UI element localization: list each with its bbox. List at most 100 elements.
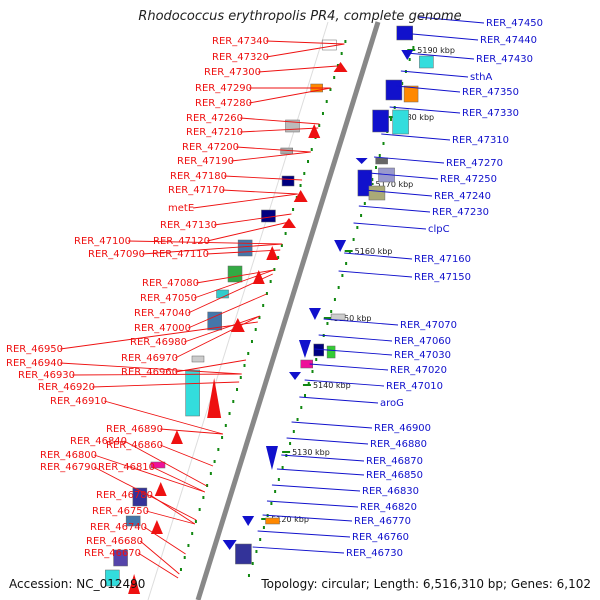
right-gene-label: RER_46880 xyxy=(370,439,427,450)
left-gene-label: metE xyxy=(168,203,194,214)
left-gene-label: RER_47080 xyxy=(142,278,199,289)
kbp-label: 5130 kbp xyxy=(292,448,330,457)
track-tick xyxy=(209,472,212,475)
kbp-label: 5120 kbp xyxy=(271,515,309,524)
right-gene-label: RER_47250 xyxy=(440,174,497,185)
right-gene-label: RER_46870 xyxy=(366,456,423,467)
right-leader-line xyxy=(412,33,479,41)
right-leader-line xyxy=(309,363,389,371)
right-gene-block xyxy=(419,55,434,69)
track-tick xyxy=(333,298,336,301)
left-gene-arrow xyxy=(170,430,183,444)
track-tick xyxy=(258,316,261,319)
left-leader-line xyxy=(266,40,345,45)
left-leader-line xyxy=(184,315,260,343)
left-leader-line xyxy=(160,428,223,435)
right-gene-label: RER_46830 xyxy=(362,486,419,497)
track-tick xyxy=(378,154,381,157)
right-gene-label: RER_47010 xyxy=(386,381,443,392)
right-leader-line xyxy=(344,252,413,260)
left-gene-label: RER_46980 xyxy=(130,337,187,348)
left-gene-label: RER_47290 xyxy=(195,83,252,94)
right-leader-line xyxy=(314,348,393,356)
right-gene-arrow xyxy=(242,516,255,526)
kbp-label: 5150 kbp xyxy=(334,314,372,323)
right-gene-label: RER_46770 xyxy=(354,516,411,527)
left-gene-label: RER_47180 xyxy=(170,171,227,182)
right-gene-block xyxy=(403,85,419,103)
left-leader-line xyxy=(146,510,196,525)
right-gene-arrow xyxy=(308,308,321,320)
track-tick xyxy=(304,394,307,397)
track-tick xyxy=(247,352,250,355)
left-leader-line xyxy=(149,494,196,525)
track-tick xyxy=(251,562,254,565)
track-tick xyxy=(412,46,415,49)
track-tick xyxy=(179,568,182,571)
track-tick xyxy=(321,112,324,115)
right-gene-label: RER_46820 xyxy=(360,502,417,513)
left-gene-label: RER_47050 xyxy=(140,293,197,304)
track-tick xyxy=(274,490,277,493)
left-gene-label: RER_47090 xyxy=(88,249,145,260)
right-leader-line xyxy=(291,421,373,429)
right-leader-line xyxy=(400,70,469,78)
right-leader-line xyxy=(323,318,399,326)
track-tick xyxy=(356,226,359,229)
left-gene-arrow xyxy=(128,574,141,594)
right-gene-arrow xyxy=(289,372,302,380)
track-tick xyxy=(337,286,340,289)
left-leader-line xyxy=(93,466,197,521)
track-tick xyxy=(382,142,385,145)
right-gene-label: RER_47020 xyxy=(390,365,447,376)
left-gene-label: RER_47200 xyxy=(182,142,239,153)
track-tick xyxy=(262,304,265,307)
track-tick xyxy=(265,292,268,295)
right-gene-label: RER_47440 xyxy=(480,35,537,46)
left-leader-line xyxy=(60,321,258,350)
track-tick xyxy=(277,478,280,481)
right-gene-block xyxy=(326,345,336,359)
right-leader-line xyxy=(252,546,345,554)
left-gene-arrow xyxy=(154,482,167,496)
track-tick xyxy=(371,178,374,181)
track-tick xyxy=(344,40,347,43)
track-tick xyxy=(255,550,258,553)
kbp-label: 5180 kbp xyxy=(396,113,434,122)
track-tick xyxy=(217,448,220,451)
left-leader-line xyxy=(139,540,180,575)
left-gene-arrow xyxy=(293,190,308,202)
right-gene-label: sthA xyxy=(470,72,492,83)
track-tick xyxy=(341,274,344,277)
track-tick xyxy=(247,574,250,577)
left-leader-line xyxy=(206,249,281,255)
track-tick xyxy=(281,466,284,469)
genome-summary: Topology: circular; Length: 6,516,310 bp… xyxy=(261,577,591,591)
left-leader-line xyxy=(240,117,320,125)
left-gene-arrow xyxy=(266,246,279,260)
left-leader-line xyxy=(104,400,224,435)
track-tick xyxy=(292,430,295,433)
track-tick xyxy=(284,232,287,235)
left-leader-line xyxy=(72,373,242,376)
track-tick xyxy=(345,262,348,265)
right-leader-line xyxy=(381,133,451,141)
track-tick xyxy=(352,238,355,241)
left-gene-label: RER_46960 xyxy=(121,367,178,378)
track-tick xyxy=(299,184,302,187)
right-leader-line xyxy=(374,156,445,164)
right-gene-label: RER_47230 xyxy=(432,207,489,218)
right-gene-label: RER_47430 xyxy=(476,54,533,65)
right-gene-label: RER_47270 xyxy=(446,158,503,169)
left-gene-label: RER_46780 xyxy=(96,490,153,501)
left-gene-label: RER_47170 xyxy=(168,185,225,196)
right-gene-label: RER_46730 xyxy=(346,548,403,559)
left-gene-block xyxy=(207,311,222,331)
left-gene-label: RER_46670 xyxy=(84,548,141,559)
left-gene-block xyxy=(322,39,337,51)
track-tick xyxy=(318,124,321,127)
left-leader-line xyxy=(194,269,275,299)
left-gene-label: RER_47120 xyxy=(153,236,210,247)
right-gene-label: RER_47450 xyxy=(486,18,543,29)
left-gene-arrow xyxy=(281,218,296,228)
